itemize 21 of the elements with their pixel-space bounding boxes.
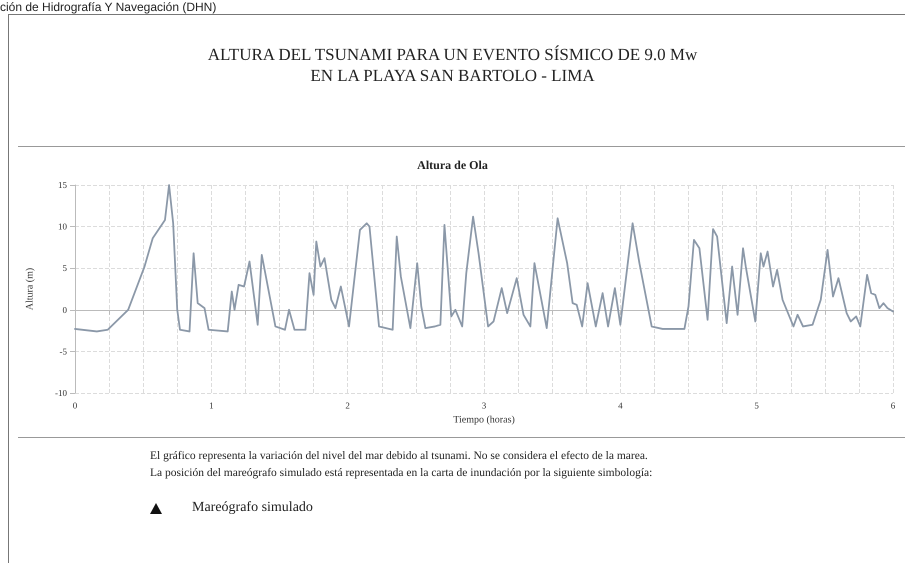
x-tick-label: 2 [345,400,350,410]
x-axis-title: Tiempo (horas) [453,414,515,426]
x-tick-label: 3 [482,400,487,410]
text: ción de Hidrografía Y Navegación (DHN) [0,0,216,14]
chart-title: ALTURA DEL TSUNAMI PARA UN EVENTO SÍSMICO DE 9.0 Mw EN LA PLAYA SAN BARTOLO - LIMA [206,44,698,86]
y-tick-label: -5 [60,346,68,356]
chart-subtitle: Altura de Ola [417,158,488,172]
y-tick-label: 10 [58,222,68,232]
y-tick-label: 0 [62,304,68,315]
x-tick-label: 0 [72,400,78,410]
y-axis-title: Altura (m) [24,268,36,310]
x-tick-label: 1 [209,400,214,410]
text: Mareógrafo simulado [192,500,313,516]
y-tick-label: -10 [55,388,68,398]
x-tick-label: 6 [890,400,896,410]
text: El gráfico representa la variación del nivel del mar debido al tsunami. No se considera el efecto de la marea. [150,450,648,462]
text: La posición del mareógrafo simulado está representada en la carta de inundación por la siguiente simbología: [150,467,652,479]
x-tick-label: 4 [618,400,624,410]
y-tick-label: 15 [58,180,68,190]
x-tick-label: 5 [754,400,760,410]
y-tick-label: 5 [62,263,68,274]
